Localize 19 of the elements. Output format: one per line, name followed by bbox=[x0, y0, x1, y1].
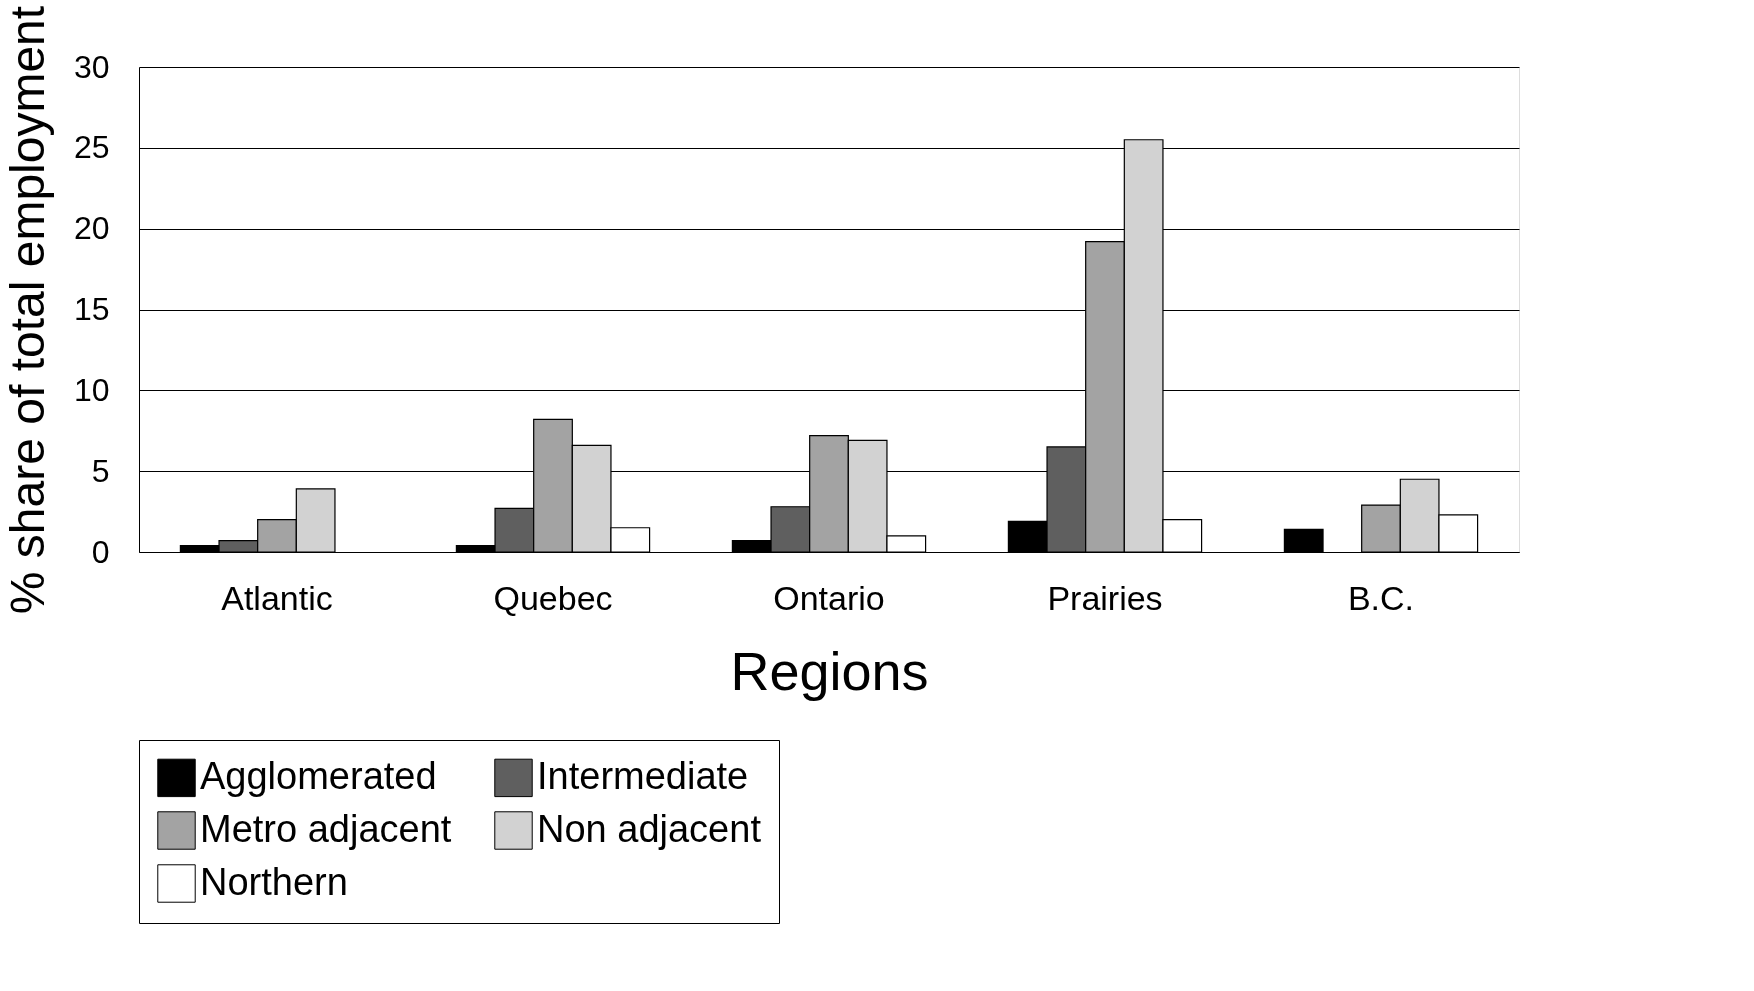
y-tick-label: 5 bbox=[91, 452, 110, 489]
y-tick-label: 30 bbox=[73, 48, 110, 85]
x-tick-label: Quebec bbox=[493, 578, 613, 617]
x-tick-label: Atlantic bbox=[221, 578, 333, 617]
y-tick-label: 25 bbox=[73, 129, 110, 166]
y-tick-label: 20 bbox=[73, 210, 110, 247]
y-tick-label: 0 bbox=[91, 533, 110, 570]
y-tick-label: 10 bbox=[73, 371, 110, 408]
x-tick-label: Prairies bbox=[1047, 578, 1163, 617]
legend-label: Agglomerated bbox=[200, 754, 437, 797]
y-axis-title: % share of total employment bbox=[0, 5, 54, 615]
x-tick-label: B.C. bbox=[1347, 578, 1415, 617]
x-tick-label: Ontario bbox=[773, 578, 885, 617]
x-axis-title: Regions bbox=[730, 640, 929, 701]
legend-label: Non adjacent bbox=[537, 807, 762, 850]
legend-label: Northern bbox=[200, 860, 348, 903]
legend-label: Metro adjacent bbox=[200, 807, 452, 850]
legend-label: Intermediate bbox=[537, 754, 749, 797]
y-tick-label: 15 bbox=[73, 291, 110, 327]
